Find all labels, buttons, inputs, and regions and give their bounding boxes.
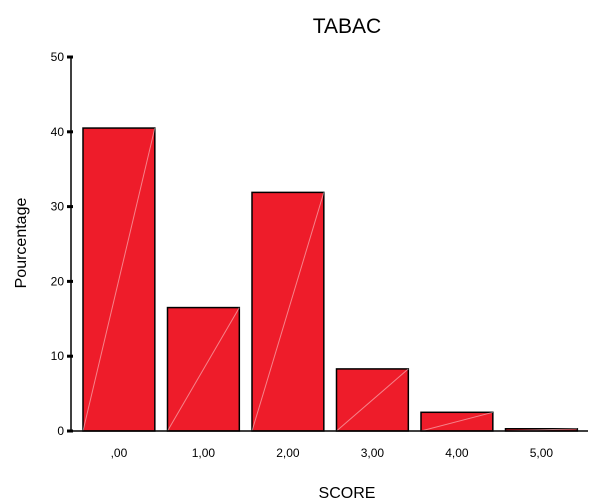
bar-hatch-0 [82, 127, 156, 432]
x-tick-label-0: ,00 [111, 446, 128, 460]
y-tick-label-4: 40 [51, 125, 65, 139]
bar-hatch-3 [336, 368, 409, 432]
y-tick-label-5: 50 [51, 50, 65, 64]
x-tick-label-4: 4,00 [445, 446, 469, 460]
chart-title: TABAC [313, 15, 381, 38]
bar-hatch-4 [420, 411, 493, 432]
x-tick-label-2: 2,00 [276, 446, 300, 460]
y-axis-label: Pourcentage [13, 198, 30, 289]
y-tick-label-0: 0 [57, 424, 64, 438]
bar-hatch-1 [167, 307, 240, 432]
y-tick-label-3: 30 [51, 200, 65, 214]
y-tick-label-1: 10 [51, 349, 65, 363]
x-axis: ,00 1,00 2,00 3,00 4,00 5,00 [71, 430, 588, 460]
x-tick-label-1: 1,00 [192, 446, 216, 460]
bar-hatch-2 [251, 192, 325, 432]
bar-0 [82, 127, 156, 432]
x-tick-label-3: 3,00 [361, 446, 385, 460]
bars-group [82, 127, 579, 432]
bar-1 [166, 306, 241, 432]
x-axis-label: SCORE [319, 485, 376, 502]
y-tick-label-2: 20 [51, 274, 65, 288]
y-axis: 0 10 20 30 40 50 [51, 50, 73, 438]
x-tick-label-5: 5,00 [530, 446, 554, 460]
bar-2 [251, 191, 325, 432]
